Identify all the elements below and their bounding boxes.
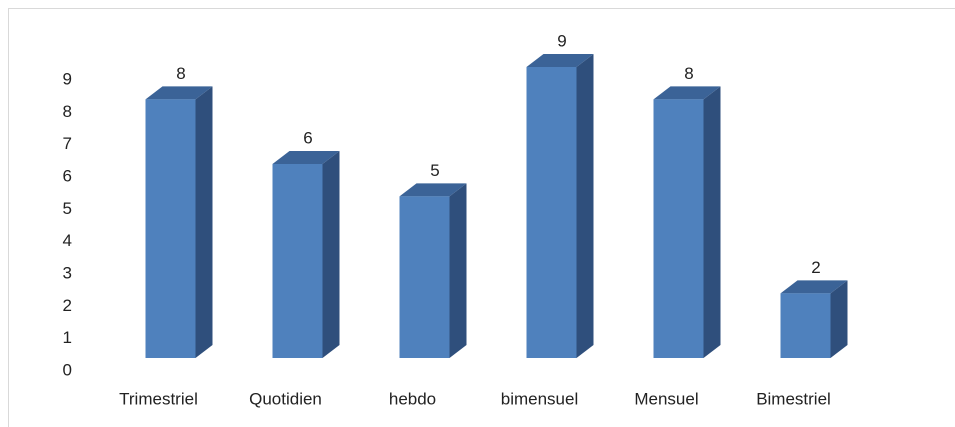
x-tick-label: Mensuel bbox=[634, 389, 698, 408]
bar bbox=[526, 67, 577, 358]
bar bbox=[653, 99, 704, 358]
y-tick-label: 7 bbox=[63, 134, 72, 153]
bar bbox=[780, 293, 831, 358]
y-tick-label: 0 bbox=[63, 360, 72, 379]
y-tick-label: 3 bbox=[63, 263, 72, 282]
data-label: 2 bbox=[811, 258, 820, 277]
data-label: 6 bbox=[303, 128, 312, 147]
bar-side bbox=[830, 280, 848, 358]
bar bbox=[399, 196, 450, 358]
y-tick-label: 4 bbox=[63, 231, 72, 250]
data-label: 8 bbox=[176, 64, 185, 83]
bar-top bbox=[526, 54, 594, 67]
chart-frame bbox=[8, 8, 955, 427]
y-tick-label: 2 bbox=[63, 296, 72, 315]
x-tick-label: hebdo bbox=[389, 389, 436, 408]
bar-top bbox=[272, 151, 340, 164]
bar-top bbox=[653, 86, 721, 100]
bar bbox=[145, 99, 196, 358]
y-tick-label: 9 bbox=[63, 69, 72, 88]
data-label: 8 bbox=[684, 64, 693, 83]
bar-side bbox=[449, 183, 467, 358]
bar-side bbox=[195, 86, 213, 358]
data-label: 9 bbox=[557, 31, 566, 50]
y-tick-label: 8 bbox=[63, 102, 72, 121]
y-tick-label: 6 bbox=[63, 166, 72, 185]
bar-top bbox=[399, 183, 467, 197]
x-tick-label: bimensuel bbox=[501, 389, 579, 408]
x-tick-label: Trimestriel bbox=[119, 389, 198, 408]
bar bbox=[272, 164, 323, 358]
bar-top bbox=[145, 86, 213, 100]
bar-side bbox=[322, 151, 340, 358]
x-tick-label: Quotidien bbox=[249, 389, 322, 408]
bar-side bbox=[576, 54, 594, 358]
data-label: 5 bbox=[430, 161, 439, 180]
x-tick-label: Bimestriel bbox=[756, 389, 831, 408]
bar-side bbox=[703, 86, 721, 358]
y-tick-label: 5 bbox=[63, 199, 72, 218]
bar-top bbox=[780, 280, 848, 294]
y-tick-label: 1 bbox=[63, 328, 72, 347]
